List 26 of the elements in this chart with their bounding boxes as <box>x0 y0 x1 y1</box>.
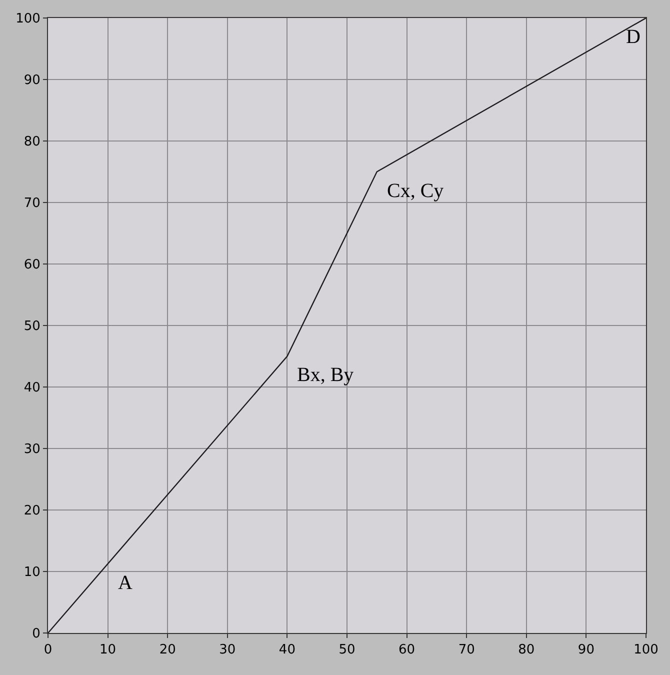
y-tick-label: 0 <box>32 626 40 642</box>
x-tick-label: 20 <box>159 642 176 658</box>
annotation: D <box>626 26 640 48</box>
x-tick-label: 80 <box>518 642 535 658</box>
x-tick-label: 70 <box>458 642 475 658</box>
y-tick-label: 80 <box>24 134 40 150</box>
y-tick-label: 50 <box>24 319 40 334</box>
y-tick-label: 20 <box>24 504 40 519</box>
x-tick-label: 10 <box>100 642 116 658</box>
x-tick-label: 50 <box>338 642 356 658</box>
y-tick-label: 40 <box>24 380 40 396</box>
y-tick-label: 30 <box>24 442 40 458</box>
y-tick-label: 10 <box>24 565 40 580</box>
annotation: Bx, By <box>297 364 354 386</box>
x-tick-label: 90 <box>578 642 594 658</box>
y-tick-label: 60 <box>24 258 40 273</box>
x-tick-label: 30 <box>219 642 236 658</box>
annotation: Cx, Cy <box>387 180 444 202</box>
x-tick-label: 100 <box>634 642 658 658</box>
y-tick-label: 90 <box>24 73 40 88</box>
annotation: A <box>118 572 133 594</box>
x-tick-label: 0 <box>44 642 52 658</box>
y-tick-label: 70 <box>24 196 40 212</box>
x-tick-label: 60 <box>398 642 416 658</box>
x-tick-label: 40 <box>278 642 296 658</box>
y-tick-label: 100 <box>16 12 40 27</box>
